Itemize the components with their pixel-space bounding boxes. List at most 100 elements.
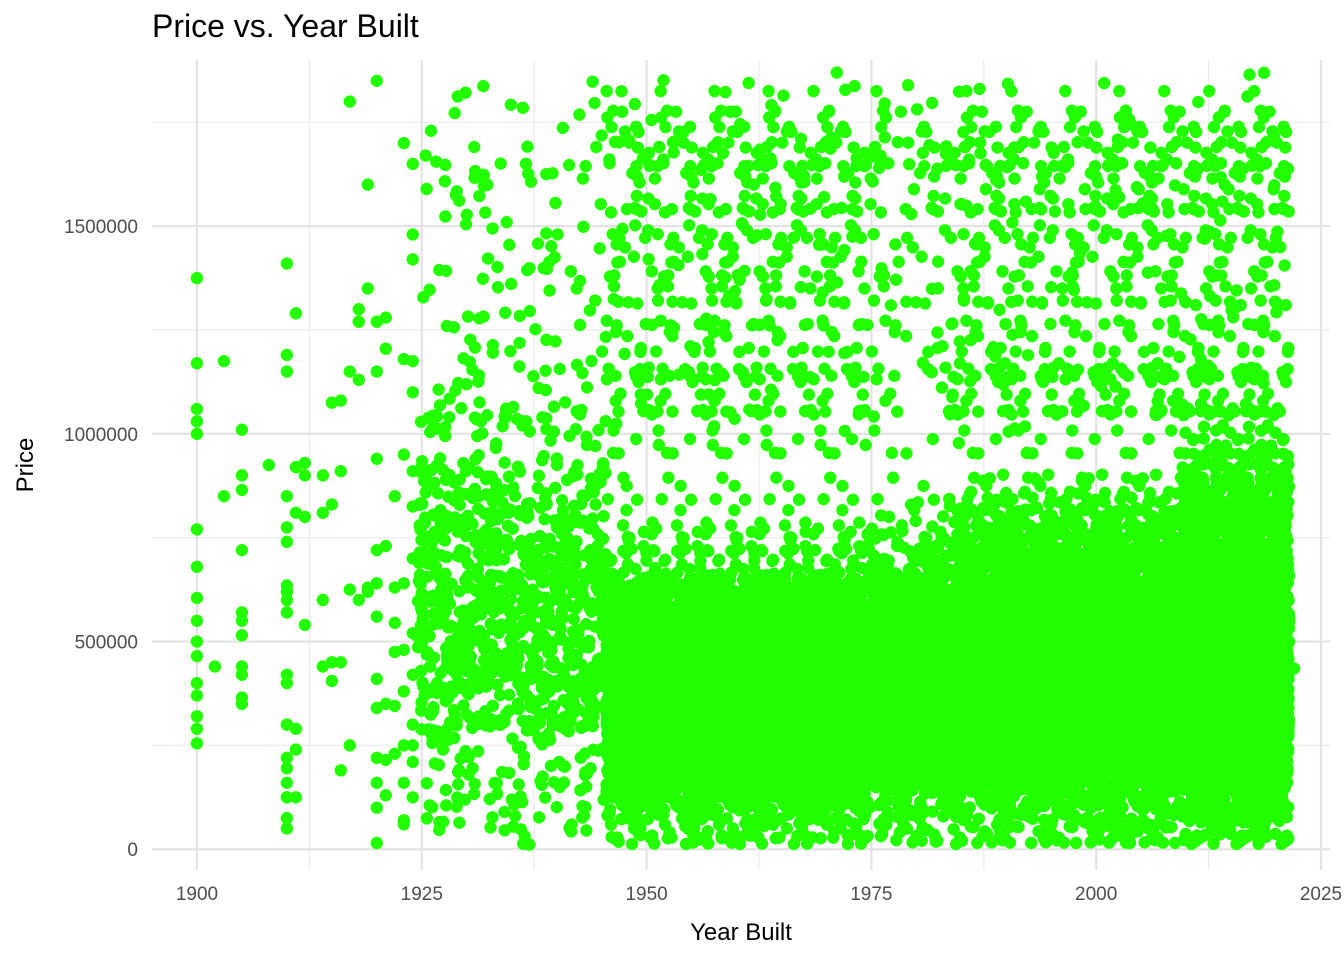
- data-point: [683, 432, 697, 446]
- data-point: [589, 439, 602, 453]
- data-point: [629, 120, 643, 134]
- data-point: [483, 576, 497, 589]
- data-point: [419, 516, 432, 529]
- data-point: [595, 345, 609, 358]
- data-point: [433, 399, 447, 412]
- data-point: [406, 157, 419, 171]
- data-point: [539, 603, 553, 617]
- data-point: [433, 823, 446, 837]
- data-point: [527, 370, 540, 383]
- data-point: [532, 469, 546, 482]
- data-point: [557, 760, 570, 773]
- data-point: [738, 493, 752, 506]
- data-point: [461, 686, 474, 699]
- data-point: [528, 656, 542, 669]
- data-point: [379, 311, 393, 324]
- data-point: [431, 487, 445, 500]
- data-point: [316, 469, 330, 482]
- data-point: [580, 430, 593, 444]
- data-point: [511, 460, 524, 474]
- data-point: [557, 539, 570, 552]
- data-point: [504, 98, 518, 111]
- data-point: [580, 824, 593, 837]
- data-point: [190, 737, 204, 750]
- data-point: [280, 811, 294, 825]
- data-point: [352, 315, 366, 328]
- data-point: [298, 469, 312, 482]
- data-point: [476, 272, 490, 285]
- data-point: [729, 530, 742, 544]
- data-point: [672, 241, 686, 254]
- data-point: [235, 614, 249, 627]
- data-point: [628, 366, 642, 379]
- data-point: [590, 140, 603, 154]
- data-point: [481, 252, 495, 265]
- data-point: [512, 568, 525, 582]
- data-point: [423, 551, 436, 565]
- data-point: [604, 554, 617, 568]
- data-point: [521, 140, 534, 153]
- data-point: [352, 373, 366, 387]
- data-point: [594, 197, 607, 211]
- data-point: [280, 676, 294, 690]
- data-point: [280, 521, 294, 534]
- data-point: [689, 205, 702, 218]
- data-point: [547, 660, 560, 674]
- data-point: [699, 528, 712, 541]
- data-point: [596, 457, 610, 470]
- data-point: [756, 197, 769, 211]
- data-point: [459, 744, 472, 758]
- data-point: [465, 721, 479, 735]
- data-point: [280, 535, 294, 549]
- data-point: [727, 547, 741, 560]
- data-point: [675, 530, 688, 544]
- data-point: [445, 619, 458, 633]
- data-point: [423, 630, 436, 643]
- data-point: [549, 196, 562, 210]
- data-point: [475, 679, 489, 692]
- data-point: [586, 512, 599, 525]
- data-point: [534, 774, 547, 788]
- data-point: [458, 546, 472, 559]
- data-point: [461, 557, 475, 570]
- data-point: [493, 486, 506, 499]
- data-point: [397, 818, 410, 831]
- data-point: [361, 282, 375, 295]
- data-point: [648, 197, 661, 211]
- data-point: [546, 559, 559, 572]
- data-point: [453, 816, 466, 829]
- data-point: [748, 388, 762, 401]
- data-point: [429, 560, 442, 573]
- data-point: [414, 601, 428, 615]
- data-point: [468, 140, 481, 154]
- data-point: [406, 253, 419, 266]
- data-point: [612, 405, 625, 418]
- data-point: [504, 344, 517, 358]
- data-point: [550, 800, 564, 814]
- data-point: [415, 637, 428, 650]
- data-point: [757, 345, 771, 358]
- data-point: [520, 511, 534, 525]
- data-point: [406, 354, 419, 368]
- data-point: [343, 95, 357, 108]
- data-point: [687, 176, 700, 189]
- data-point: [499, 306, 512, 319]
- data-point: [500, 216, 513, 229]
- data-point: [537, 692, 551, 705]
- data-point: [379, 539, 393, 553]
- data-point: [520, 497, 534, 511]
- data-point: [580, 780, 593, 793]
- data-point: [549, 335, 562, 348]
- data-point: [651, 294, 665, 307]
- data-point: [716, 471, 729, 484]
- data-point: [570, 535, 583, 548]
- data-point: [601, 809, 614, 822]
- data-point: [566, 625, 580, 638]
- data-point: [217, 354, 231, 368]
- data-point: [406, 386, 419, 399]
- data-point: [633, 176, 646, 189]
- data-point: [334, 394, 348, 407]
- data-point: [397, 448, 410, 461]
- data-point: [439, 582, 453, 595]
- data-point: [397, 739, 410, 752]
